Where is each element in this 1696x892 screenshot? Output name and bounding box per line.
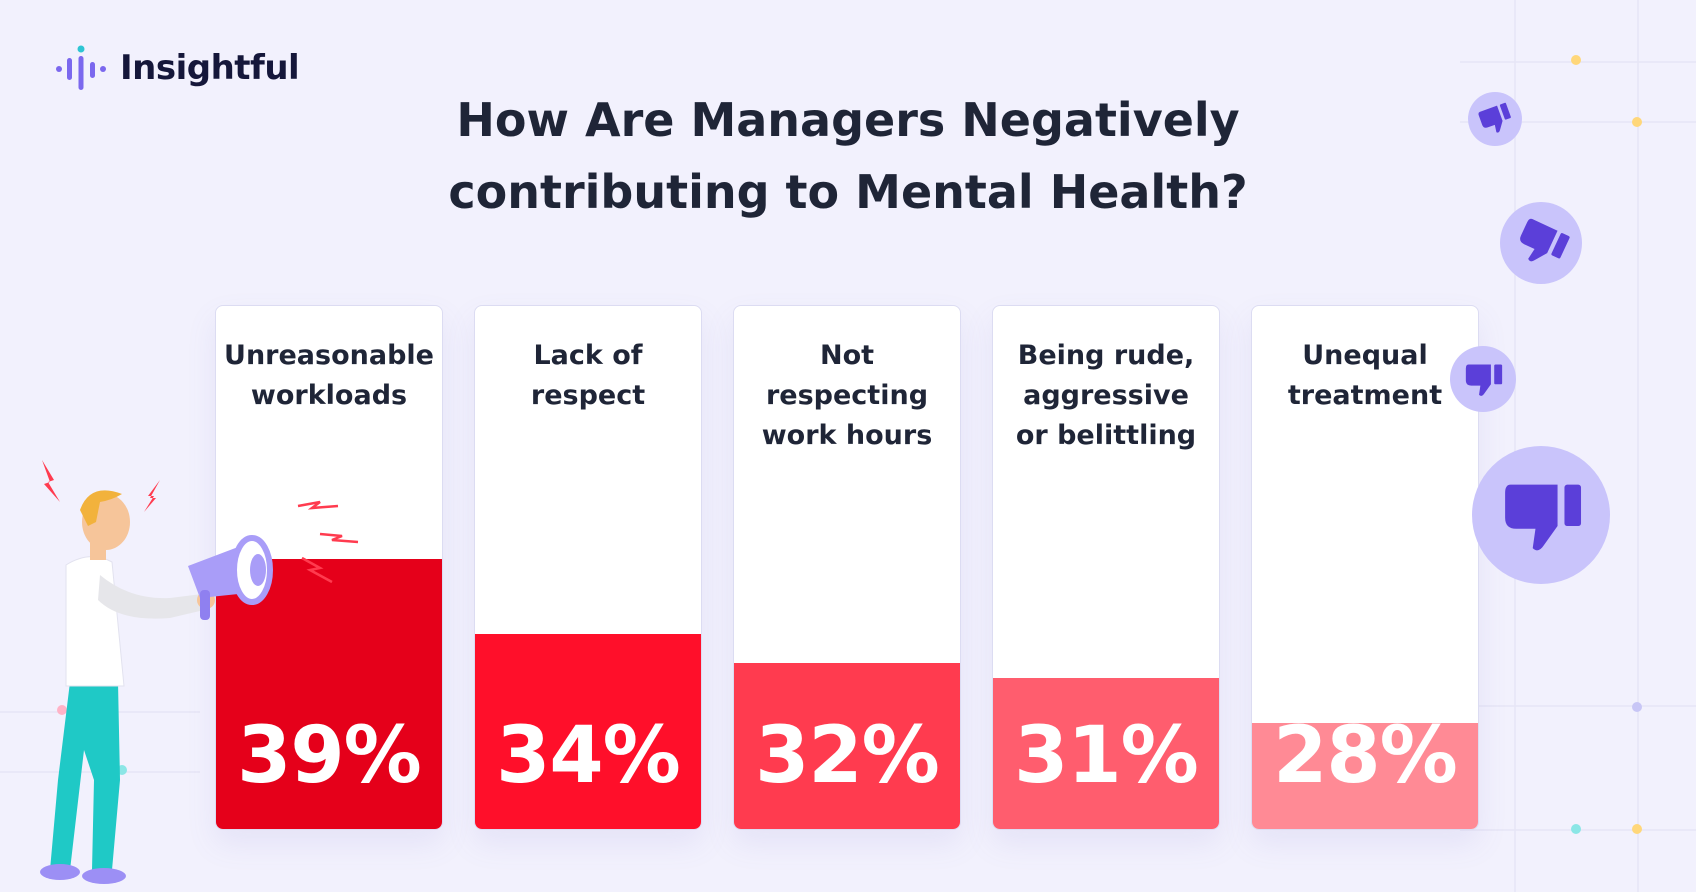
thumbs-down-icon [1500,202,1582,284]
bar-fill [1252,723,1478,829]
brand-name: Insightful [120,48,300,88]
thumbs-down-icon [1468,92,1522,146]
value-label: 28% [1273,711,1458,801]
thumbs-down-icon [1472,446,1610,584]
lightning-bolt-icon [42,460,60,502]
value-label: 32% [755,711,940,801]
bar-fill [475,634,701,829]
thumbs-down-icon [1450,346,1516,412]
brand-logo-icon [56,45,106,90]
bar-card: Unequal treatment 28% [1251,305,1479,830]
category-label: Unequal treatment [1287,340,1443,411]
lightning-bolt-icon [144,480,160,512]
category-label: Unreasonable workloads [224,340,434,411]
bar-card: Not respecting work hours 32% [733,305,961,830]
category-label: Not respecting work hours [761,340,933,451]
category-label: Being rude, aggressive or belittling [1015,340,1197,451]
value-label: 31% [1014,711,1199,801]
title-line-1: How Are Managers Negatively [456,93,1240,147]
bar-fill [993,678,1219,829]
bar-card: Being rude, aggressive or belittling 31% [992,305,1220,830]
bar-card: Lack of respect 34% [474,305,702,830]
chart-cards: Unreasonable workloads 39% Lack of respect… [215,305,1479,830]
chart-title: How Are Managers Negatively contributing… [0,84,1696,228]
value-label: 34% [496,711,681,801]
title-line-2: contributing to Mental Health? [448,165,1248,219]
value-label: 39% [237,711,422,801]
category-label: Lack of respect [530,340,646,411]
bar-fill [734,663,960,829]
brand-logo[interactable]: Insightful [54,44,300,92]
person-with-megaphone-illustration [40,460,359,884]
